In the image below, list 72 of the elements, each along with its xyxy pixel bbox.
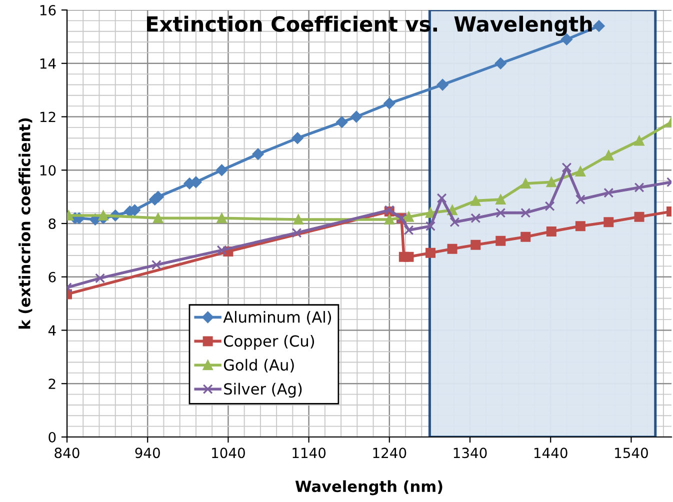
point (384, 214, 394, 224)
point (520, 232, 531, 242)
legend-label: Gold (Au) (224, 358, 294, 373)
point (520, 208, 531, 218)
point (470, 213, 481, 224)
point (426, 208, 436, 218)
point (252, 148, 264, 160)
point (151, 260, 162, 270)
point (575, 166, 586, 176)
point (292, 228, 302, 238)
point (447, 244, 458, 254)
y-tick-label: 12 (40, 112, 56, 122)
point (404, 252, 414, 262)
point (426, 248, 436, 258)
point (436, 193, 447, 204)
y-tick-label: 6 (48, 272, 56, 282)
y-tick-label: 14 (40, 58, 56, 69)
point (293, 214, 304, 224)
point (470, 196, 481, 206)
point (216, 245, 227, 256)
legend-label: Copper (Cu) (224, 334, 314, 350)
y-tick-label: 4 (48, 325, 56, 336)
point (544, 201, 555, 212)
point (634, 212, 644, 222)
point (95, 273, 106, 284)
point (575, 221, 586, 232)
point (153, 213, 164, 224)
y-tick-label: 0 (48, 432, 56, 442)
point (604, 150, 614, 160)
point (384, 98, 396, 110)
legend-label: Silver (Ag) (224, 382, 302, 398)
legend-label: Aluminum (Al) (223, 310, 332, 325)
point (562, 162, 572, 172)
point (575, 194, 586, 204)
x-tick-label: 1140 (292, 448, 326, 458)
point (292, 132, 304, 144)
y-tick-label: 2 (48, 378, 56, 389)
x-tick-label: 1240 (373, 448, 406, 458)
y-tick-label: 10 (40, 165, 56, 176)
point (520, 178, 531, 188)
point (496, 236, 506, 246)
y-tick-label: 16 (40, 4, 56, 16)
point (216, 213, 227, 224)
x-tick-label: 1540 (615, 448, 648, 458)
x-tick-label: 940 (135, 448, 160, 458)
point (604, 217, 614, 228)
x-tick-label: 1040 (212, 448, 245, 458)
point (436, 78, 448, 90)
y-axis-title: k (extincrion coefficient) (18, 118, 32, 329)
point (496, 208, 506, 218)
point (350, 111, 362, 122)
point (546, 226, 556, 237)
point (604, 188, 614, 198)
y-tick-label: 8 (48, 218, 56, 229)
point (426, 221, 436, 232)
point (450, 217, 460, 228)
point (470, 240, 481, 250)
x-tick-label: 1440 (534, 448, 568, 458)
point (494, 58, 506, 70)
x-tick-label: 840 (54, 448, 80, 458)
point (634, 182, 644, 192)
x-tick-label: 1340 (454, 448, 487, 458)
point (634, 136, 644, 146)
point (404, 225, 414, 236)
point (593, 20, 605, 32)
x-axis-title: Wavelength (nm) (295, 480, 442, 496)
point (336, 116, 348, 128)
point (98, 210, 108, 220)
point (496, 194, 506, 204)
point (404, 212, 414, 222)
point (216, 164, 228, 176)
point (546, 177, 556, 188)
